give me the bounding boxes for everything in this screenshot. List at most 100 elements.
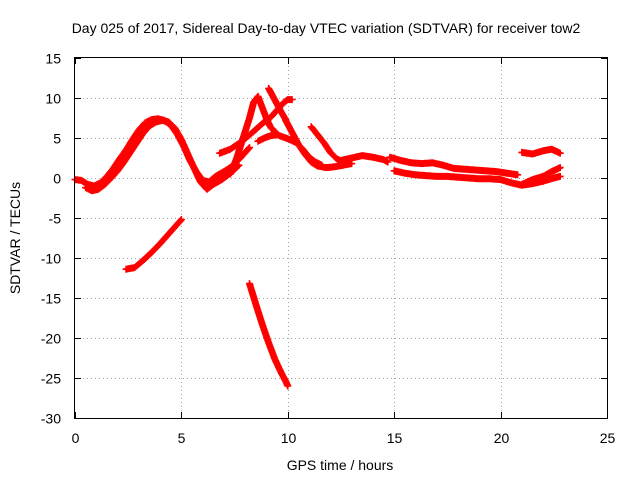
data-point xyxy=(186,152,190,156)
data-point xyxy=(103,183,107,186)
data-point xyxy=(284,379,288,383)
data-point xyxy=(350,156,354,160)
data-point xyxy=(477,177,481,181)
data-point xyxy=(137,128,141,132)
data-point xyxy=(205,187,209,191)
data-point xyxy=(494,170,498,174)
data-point xyxy=(392,169,396,173)
data-point xyxy=(350,162,354,166)
data-point xyxy=(446,175,449,178)
data-point xyxy=(286,384,290,388)
data-point xyxy=(122,160,126,164)
data-point xyxy=(154,120,158,124)
data-point xyxy=(441,163,445,167)
series-late-upper xyxy=(386,153,522,179)
data-point xyxy=(267,341,271,345)
data-point xyxy=(435,175,439,178)
data-point xyxy=(552,176,556,180)
data-point xyxy=(452,167,456,170)
y-axis-label: SDTVAR / TECUs xyxy=(7,182,23,294)
data-point xyxy=(173,126,177,130)
data-point xyxy=(282,101,285,105)
data-point xyxy=(309,160,313,164)
data-point xyxy=(558,166,562,170)
data-point xyxy=(150,251,154,254)
chart-title: Day 025 of 2017, Sidereal Day-to-day VTE… xyxy=(72,20,581,36)
data-points xyxy=(71,84,564,390)
series-marks xyxy=(245,280,292,390)
data-point xyxy=(267,87,271,90)
data-point xyxy=(284,119,288,122)
data-point xyxy=(290,131,294,134)
data-point xyxy=(399,159,402,162)
series-late-detached xyxy=(518,145,564,158)
series-marks xyxy=(82,116,243,195)
data-point xyxy=(386,160,390,164)
data-point xyxy=(360,154,364,158)
data-point xyxy=(505,171,509,175)
data-point xyxy=(297,143,300,146)
x-axis-label: GPS time / hours xyxy=(287,457,394,473)
y-tick-label: -20 xyxy=(41,331,61,347)
data-point xyxy=(409,161,413,165)
data-point xyxy=(128,151,132,154)
data-point xyxy=(109,176,113,180)
data-point xyxy=(520,151,524,154)
series-marks xyxy=(518,145,564,158)
data-point xyxy=(248,116,251,120)
series-plateau xyxy=(337,152,392,166)
data-point xyxy=(324,166,328,170)
data-point xyxy=(180,218,183,222)
axis-ticks: 0 5 10 15 20 25 15 10 5 0 -5 -10 -15 -20 -25 -30 xyxy=(41,51,616,447)
plot-frame xyxy=(74,57,608,419)
data-point xyxy=(431,161,434,165)
data-point xyxy=(273,358,277,361)
data-point xyxy=(280,111,283,114)
data-point xyxy=(388,155,392,159)
data-point xyxy=(269,134,273,138)
data-point xyxy=(484,169,488,173)
data-point xyxy=(237,163,241,167)
data-point xyxy=(118,157,122,161)
data-point xyxy=(473,168,477,172)
x-tick-label: 0 xyxy=(72,430,80,446)
data-point xyxy=(316,133,319,137)
x-tick-label: 20 xyxy=(494,430,510,446)
data-point xyxy=(235,156,239,160)
data-point xyxy=(254,303,258,306)
data-point xyxy=(558,151,562,155)
data-point xyxy=(550,170,554,174)
data-point xyxy=(280,371,283,375)
data-point xyxy=(192,167,196,170)
data-point xyxy=(256,95,260,98)
y-tick-label: -10 xyxy=(41,251,61,267)
data-point xyxy=(135,141,139,145)
series-late-rising-end xyxy=(518,164,564,188)
data-point xyxy=(111,167,115,170)
data-point xyxy=(262,136,266,140)
data-point xyxy=(222,170,226,174)
y-tick-label: 5 xyxy=(53,131,61,147)
series-arc-early-lower xyxy=(82,116,243,195)
data-point xyxy=(403,171,407,175)
data-point xyxy=(143,121,147,125)
data-point xyxy=(207,180,211,184)
data-point xyxy=(282,135,285,139)
data-point xyxy=(275,133,279,137)
data-point xyxy=(141,131,145,135)
y-tick-label: -25 xyxy=(41,371,61,387)
y-tick-label: -30 xyxy=(41,411,61,427)
data-point xyxy=(79,179,83,182)
data-point xyxy=(175,223,179,226)
data-point xyxy=(290,98,294,101)
x-tick-label: 10 xyxy=(281,430,297,446)
data-point xyxy=(250,131,254,135)
data-point xyxy=(252,100,256,104)
data-point xyxy=(463,167,466,171)
grid-lines xyxy=(75,58,607,418)
data-point xyxy=(124,148,128,152)
series-hump-to-peak xyxy=(216,96,296,157)
data-point xyxy=(550,147,554,151)
data-point xyxy=(90,189,94,193)
data-point xyxy=(467,176,471,180)
